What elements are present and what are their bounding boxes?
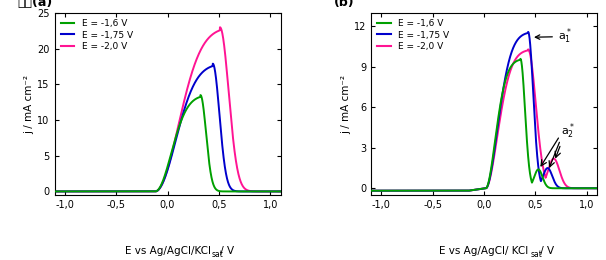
Y-axis label: j / mA cm⁻²: j / mA cm⁻² — [341, 75, 351, 133]
Text: ⁨⁩(a): ⁨⁩(a) — [17, 0, 53, 9]
Text: a$_1^*$: a$_1^*$ — [535, 27, 572, 46]
Y-axis label: j / mA cm⁻²: j / mA cm⁻² — [24, 75, 35, 133]
Text: / V: / V — [217, 246, 235, 256]
Text: sat: sat — [530, 250, 542, 259]
Legend: E = -1,6 V, E = -1,75 V, E = -2,0 V: E = -1,6 V, E = -1,75 V, E = -2,0 V — [376, 17, 451, 53]
Text: a$_2^*$: a$_2^*$ — [561, 122, 575, 141]
Text: E vs Ag/AgCl/KCl: E vs Ag/AgCl/KCl — [125, 246, 210, 256]
Text: sat: sat — [211, 250, 224, 259]
Text: E vs Ag/AgCl/ KCl: E vs Ag/AgCl/ KCl — [439, 246, 528, 256]
Legend: E = -1,6 V, E = -1,75 V, E = -2,0 V: E = -1,6 V, E = -1,75 V, E = -2,0 V — [59, 17, 135, 53]
Text: / V: / V — [537, 246, 554, 256]
Text: (b): (b) — [334, 0, 355, 9]
